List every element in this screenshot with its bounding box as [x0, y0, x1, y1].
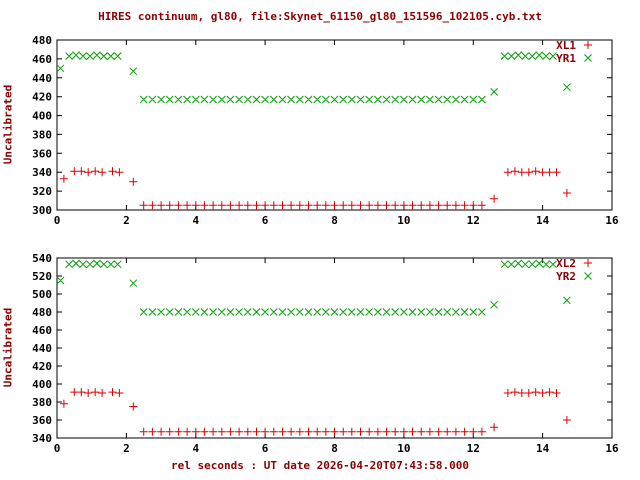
legend-label-XL2: XL2 — [556, 257, 576, 270]
legend-label-YR1: YR1 — [556, 52, 576, 65]
y-tick-label: 320 — [32, 185, 52, 198]
x-tick-label: 10 — [397, 214, 410, 227]
legend-marker-XL1 — [584, 41, 592, 49]
x-tick-label: 4 — [192, 214, 199, 227]
x-tick-label: 4 — [192, 442, 199, 455]
y-tick-label: 480 — [32, 306, 52, 319]
legend-label-YR2: YR2 — [556, 270, 576, 283]
y-tick-label: 440 — [32, 72, 52, 85]
y-tick-label: 480 — [32, 34, 52, 47]
x-tick-label: 8 — [331, 214, 338, 227]
y-tick-label: 380 — [32, 396, 52, 409]
x-tick-label: 14 — [536, 214, 550, 227]
series-YR2 — [56, 259, 571, 316]
tick-marks — [56, 257, 613, 439]
chart-1: 300 320 340 360 380 400 420 440 460 480 0 2 4 6 8 10 12 1… — [32, 34, 619, 227]
legend-marker-XL2 — [584, 259, 592, 267]
x-tick-label: 6 — [262, 214, 269, 227]
x-tick-label: 8 — [331, 442, 338, 455]
y-tick-label: 500 — [32, 288, 52, 301]
y-tick-label: 420 — [32, 91, 52, 104]
x-tick-label: 16 — [605, 214, 619, 227]
y-tick-label: 540 — [32, 252, 52, 265]
x-tick-label: 2 — [123, 214, 130, 227]
y-tick-label: 360 — [32, 414, 52, 427]
y-tick-label: 460 — [32, 324, 52, 337]
y-tick-label: 340 — [32, 166, 52, 179]
chart-2: 340 360 380 400 420 440 460 480 500 520 540 0 2 4 6 8 10… — [32, 252, 619, 455]
x-tick-label: 6 — [262, 442, 269, 455]
x-tick-label: 2 — [123, 442, 130, 455]
tick-marks — [56, 39, 613, 211]
series-XL1 — [59, 167, 571, 210]
x-axis-label: rel seconds : UT date 2026-04-20T07:43:5… — [170, 459, 469, 472]
y-tick-label: 440 — [32, 342, 52, 355]
y-tick-label: 400 — [32, 110, 52, 123]
x-tick-label: 0 — [54, 442, 61, 455]
x-tick-label: 16 — [605, 442, 619, 455]
y-tick-label: 360 — [32, 147, 52, 160]
legend-marker-YR2 — [584, 272, 592, 280]
y-tick-label: 520 — [32, 270, 52, 283]
y-tick-label: 380 — [32, 128, 52, 141]
series-XL2 — [59, 388, 571, 436]
x-tick-label: 0 — [54, 214, 61, 227]
series-YR1 — [56, 51, 571, 104]
plot-border — [56, 257, 613, 439]
y-tick-label: 460 — [32, 53, 52, 66]
plot-border — [56, 39, 613, 211]
x-tick-label: 10 — [397, 442, 410, 455]
y-tick-label: 300 — [32, 204, 52, 217]
y-tick-label: 400 — [32, 378, 52, 391]
x-tick-label: 14 — [536, 442, 550, 455]
x-tick-label: 12 — [467, 214, 480, 227]
y-tick-label: 420 — [32, 360, 52, 373]
chart-title: HIRES continuum, gl80, file:Skynet_61150… — [98, 10, 542, 23]
legend-marker-YR1 — [584, 54, 592, 62]
legend-label-XL1: XL1 — [556, 39, 576, 52]
x-tick-label: 12 — [467, 442, 480, 455]
y-tick-label: 340 — [32, 432, 52, 445]
